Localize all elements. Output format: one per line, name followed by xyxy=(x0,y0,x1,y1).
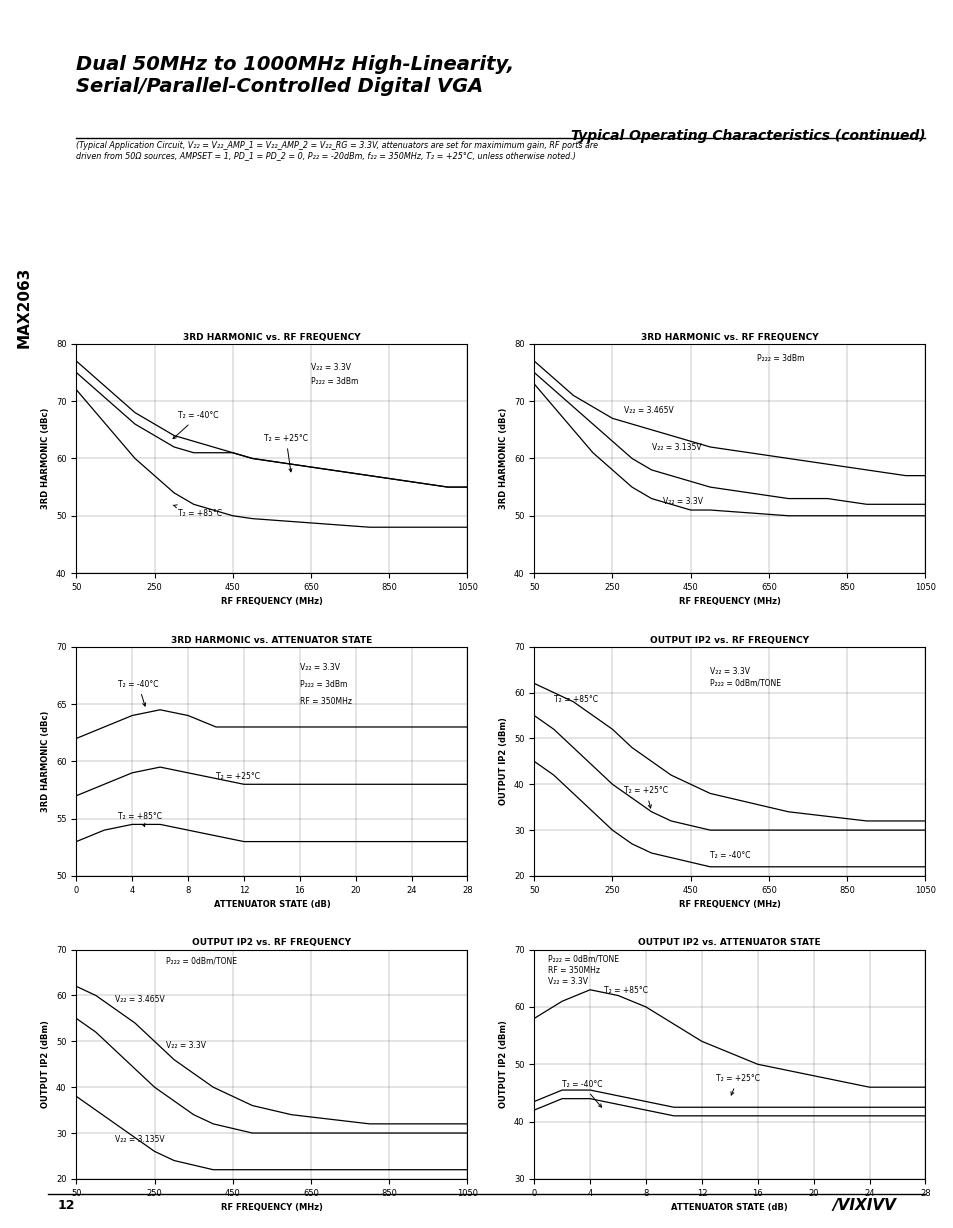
Text: T₂ = +85°C: T₂ = +85°C xyxy=(603,986,647,995)
Text: T₂ = +85°C: T₂ = +85°C xyxy=(118,812,162,826)
Text: P₂₂₂ = 0dBm/TONE: P₂₂₂ = 0dBm/TONE xyxy=(709,679,781,688)
Y-axis label: 3RD HARMONIC (dBc): 3RD HARMONIC (dBc) xyxy=(498,408,508,510)
Y-axis label: OUTPUT IP2 (dBm): OUTPUT IP2 (dBm) xyxy=(498,1020,508,1108)
Text: V₂₂ = 3.3V: V₂₂ = 3.3V xyxy=(311,362,351,372)
Title: 3RD HARMONIC vs. ATTENUATOR STATE: 3RD HARMONIC vs. ATTENUATOR STATE xyxy=(172,636,372,645)
Title: 3RD HARMONIC vs. RF FREQUENCY: 3RD HARMONIC vs. RF FREQUENCY xyxy=(183,333,360,341)
Text: (Typical Application Circuit, V₂₂ = V₂₂_AMP_1 = V₂₂_AMP_2 = V₂₂_RG = 3.3V, atten: (Typical Application Circuit, V₂₂ = V₂₂_… xyxy=(76,141,598,161)
Text: /VIXIVV: /VIXIVV xyxy=(832,1199,896,1213)
Text: T₂ = +85°C: T₂ = +85°C xyxy=(553,695,598,704)
Text: V₂₂ = 3.3V: V₂₂ = 3.3V xyxy=(299,663,339,672)
Text: Dual 50MHz to 1000MHz High-Linearity,
Serial/Parallel-Controlled Digital VGA: Dual 50MHz to 1000MHz High-Linearity, Se… xyxy=(76,55,514,96)
Y-axis label: 3RD HARMONIC (dBc): 3RD HARMONIC (dBc) xyxy=(41,711,51,812)
Text: T₂ = -40°C: T₂ = -40°C xyxy=(709,851,750,860)
Title: OUTPUT IP2 vs. RF FREQUENCY: OUTPUT IP2 vs. RF FREQUENCY xyxy=(650,636,808,645)
Text: T₂ = -40°C: T₂ = -40°C xyxy=(561,1081,602,1108)
Text: T₂ = +25°C: T₂ = +25°C xyxy=(264,435,308,472)
X-axis label: RF FREQUENCY (MHz): RF FREQUENCY (MHz) xyxy=(221,597,322,607)
Text: P₂₂₂ = 3dBm: P₂₂₂ = 3dBm xyxy=(757,354,803,363)
Text: T₂ = +25°C: T₂ = +25°C xyxy=(715,1074,759,1095)
X-axis label: ATTENUATOR STATE (dB): ATTENUATOR STATE (dB) xyxy=(213,900,330,909)
Text: MAX2063: MAX2063 xyxy=(16,266,31,348)
Text: V₂₂ = 3.135V: V₂₂ = 3.135V xyxy=(115,1135,165,1144)
Y-axis label: OUTPUT IP2 (dBm): OUTPUT IP2 (dBm) xyxy=(498,717,508,806)
Text: T₂ = +25°C: T₂ = +25°C xyxy=(215,771,260,781)
Text: T₂ = -40°C: T₂ = -40°C xyxy=(118,680,158,706)
Text: V₂₂ = 3.3V: V₂₂ = 3.3V xyxy=(548,977,588,986)
X-axis label: ATTENUATOR STATE (dB): ATTENUATOR STATE (dB) xyxy=(671,1203,787,1212)
Text: T₂ = +85°C: T₂ = +85°C xyxy=(172,505,222,518)
X-axis label: RF FREQUENCY (MHz): RF FREQUENCY (MHz) xyxy=(679,900,780,909)
Text: V₂₂ = 3.3V: V₂₂ = 3.3V xyxy=(662,497,702,506)
Text: P₂₂₂ = 0dBm/TONE: P₂₂₂ = 0dBm/TONE xyxy=(166,957,237,965)
Text: P₂₂₂ = 3dBm: P₂₂₂ = 3dBm xyxy=(311,377,358,386)
Text: RF = 350MHz: RF = 350MHz xyxy=(548,965,599,975)
Text: V₂₂ = 3.3V: V₂₂ = 3.3V xyxy=(166,1041,206,1050)
Text: RF = 350MHz: RF = 350MHz xyxy=(299,698,352,706)
Title: OUTPUT IP2 vs. ATTENUATOR STATE: OUTPUT IP2 vs. ATTENUATOR STATE xyxy=(638,938,821,948)
Title: OUTPUT IP2 vs. RF FREQUENCY: OUTPUT IP2 vs. RF FREQUENCY xyxy=(193,938,351,948)
Y-axis label: 3RD HARMONIC (dBc): 3RD HARMONIC (dBc) xyxy=(41,408,51,510)
Text: T₂ = +25°C: T₂ = +25°C xyxy=(623,786,667,808)
X-axis label: RF FREQUENCY (MHz): RF FREQUENCY (MHz) xyxy=(679,597,780,607)
Text: V₂₂ = 3.465V: V₂₂ = 3.465V xyxy=(115,996,165,1005)
Text: V₂₂ = 3.135V: V₂₂ = 3.135V xyxy=(651,443,700,452)
Text: Typical Operating Characteristics (continued): Typical Operating Characteristics (conti… xyxy=(570,129,924,142)
Text: P₂₂₂ = 0dBm/TONE: P₂₂₂ = 0dBm/TONE xyxy=(548,954,618,963)
Y-axis label: OUTPUT IP2 (dBm): OUTPUT IP2 (dBm) xyxy=(41,1020,51,1108)
Title: 3RD HARMONIC vs. RF FREQUENCY: 3RD HARMONIC vs. RF FREQUENCY xyxy=(640,333,818,341)
Text: 12: 12 xyxy=(57,1200,74,1212)
Text: T₂ = -40°C: T₂ = -40°C xyxy=(172,411,218,438)
Text: P₂₂₂ = 3dBm: P₂₂₂ = 3dBm xyxy=(299,680,347,689)
X-axis label: RF FREQUENCY (MHz): RF FREQUENCY (MHz) xyxy=(221,1203,322,1212)
Text: V₂₂ = 3.465V: V₂₂ = 3.465V xyxy=(623,405,673,415)
Text: V₂₂ = 3.3V: V₂₂ = 3.3V xyxy=(709,667,749,677)
